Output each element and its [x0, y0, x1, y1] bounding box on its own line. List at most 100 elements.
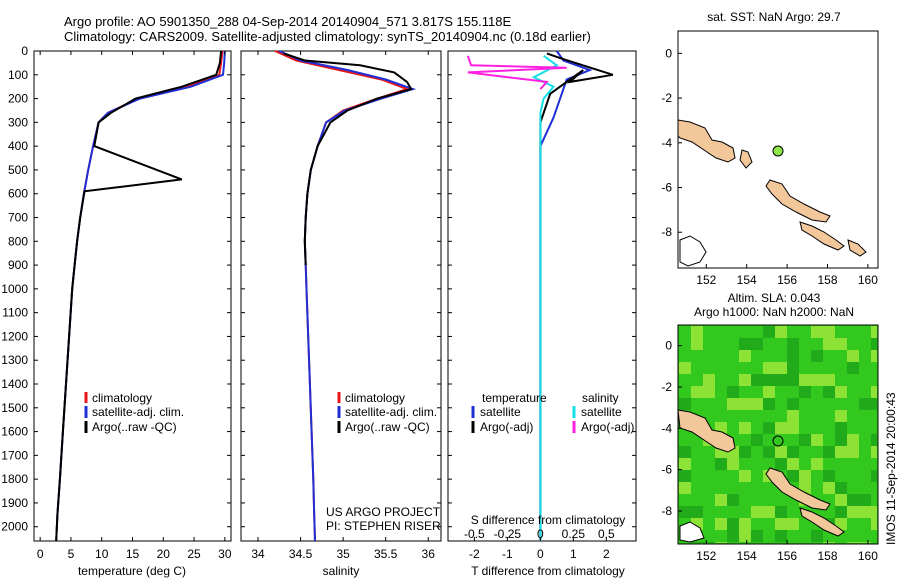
imos-timestamp: IMOS 11-Sep-2014 20:00:43	[884, 392, 898, 545]
sla-cell	[787, 542, 799, 543]
sla-cell	[703, 458, 715, 470]
depth-tick-label: 600	[8, 187, 28, 201]
legend-heading-temperature: temperature	[482, 391, 547, 405]
depth-tick-label: 1500	[1, 401, 28, 415]
lon-tick-label: 156	[777, 549, 797, 563]
sla-cell	[715, 338, 727, 350]
x-tick-label: 25	[187, 547, 201, 561]
salinity-legend: climatology satellite-adj. clim. Argo(..…	[326, 391, 441, 533]
pi-credit: PI: STEPHEN RISER	[326, 519, 441, 533]
sla-cell	[703, 494, 715, 506]
sla-cell	[739, 494, 751, 506]
sla-cell	[799, 434, 811, 446]
sla-cell	[727, 506, 739, 518]
sla-cell	[823, 470, 835, 482]
sla-cell	[775, 398, 787, 410]
sla-cell	[763, 482, 775, 494]
sla-cell	[823, 410, 835, 422]
lat-tick-label: -6	[661, 463, 672, 477]
sla-cell	[727, 494, 739, 506]
sla-cell	[679, 386, 691, 398]
sla-cell	[859, 458, 871, 470]
sla-cell	[679, 338, 691, 350]
sla-cell	[871, 446, 877, 458]
sla-cell	[727, 518, 739, 530]
sla-cell	[823, 374, 835, 386]
sla-cell	[691, 506, 703, 518]
argo-location-marker	[772, 435, 784, 447]
sla-cell	[715, 458, 727, 470]
depth-tick-label: 800	[8, 234, 28, 248]
sla-cell	[763, 434, 775, 446]
figure-title-line2: Climatology: CARS2009. Satellite-adjuste…	[64, 29, 591, 44]
sla-cell	[739, 470, 751, 482]
sla-cell	[727, 398, 739, 410]
sla-cell	[871, 542, 877, 543]
sla-cell	[679, 506, 691, 518]
salinity-x-label: salinity	[323, 564, 360, 578]
sla-cell	[847, 398, 859, 410]
sla-cell	[835, 386, 847, 398]
sla-cell	[799, 338, 811, 350]
solomon-land	[799, 221, 845, 251]
sla-cell	[787, 446, 799, 458]
sla-cell	[739, 422, 751, 434]
sla-cell	[715, 470, 727, 482]
sla-cell	[751, 410, 763, 422]
lat-tick-label: -4	[661, 421, 672, 435]
sla-cell	[859, 470, 871, 482]
sla-cell	[751, 326, 763, 338]
sla-cell	[679, 374, 691, 386]
temperature-x-label: temperature (deg C)	[78, 564, 186, 578]
sla-cell	[751, 422, 763, 434]
legend-label: satellite	[581, 405, 622, 419]
sla-cell	[835, 422, 847, 434]
sla-cell	[811, 374, 823, 386]
bougainville-land	[765, 179, 831, 223]
bougainville-land	[765, 467, 831, 511]
sla-cell	[823, 338, 835, 350]
sla-cell	[751, 518, 763, 530]
depth-tick-label: 900	[8, 258, 28, 272]
sla-cell	[871, 470, 877, 482]
x-tick-label: 20	[157, 547, 171, 561]
sla-cell	[727, 326, 739, 338]
x-tick-label: -2	[469, 547, 480, 561]
sla-cell	[691, 482, 703, 494]
sla-map-title-line2: Argo h1000: NaN h2000: NaN	[694, 305, 854, 319]
sla-cell	[859, 326, 871, 338]
sla-cell	[703, 374, 715, 386]
sla-cell	[763, 458, 775, 470]
sla-cell	[727, 362, 739, 374]
sla-map-title-line1: Altim. SLA: 0.043	[728, 291, 821, 305]
depth-axis: 0 100 200 300 400 500 600 700 800 900 1000 1100 1200…	[1, 44, 636, 534]
salinity-plot	[274, 50, 417, 542]
sla-cell	[763, 506, 775, 518]
series-line-argo-adj-salinity-	[466, 55, 567, 90]
lon-tick-label: 158	[817, 549, 837, 563]
x-tick-label: 30	[218, 547, 232, 561]
sla-cell	[715, 326, 727, 338]
sla-cell	[739, 458, 751, 470]
sla-cell	[703, 530, 715, 542]
sla-cell	[775, 350, 787, 362]
sla-cell	[859, 518, 871, 530]
sla-cell	[847, 494, 859, 506]
sla-cell	[835, 542, 847, 543]
sla-cell	[859, 542, 871, 543]
lon-tick-label: 154	[737, 549, 757, 563]
sla-cell	[751, 482, 763, 494]
sla-cell	[859, 422, 871, 434]
sla-cell	[715, 374, 727, 386]
depth-tick-label: 300	[8, 115, 28, 129]
sla-cell	[847, 434, 859, 446]
sla-cell	[703, 470, 715, 482]
sla-cell	[871, 494, 877, 506]
sla-cell	[823, 422, 835, 434]
x-tick-label: 0	[537, 547, 544, 561]
difference-panel	[447, 50, 637, 542]
sla-cell	[739, 398, 751, 410]
sla-cell	[787, 338, 799, 350]
sla-cell	[835, 398, 847, 410]
depth-tick-label: 1100	[2, 306, 28, 320]
